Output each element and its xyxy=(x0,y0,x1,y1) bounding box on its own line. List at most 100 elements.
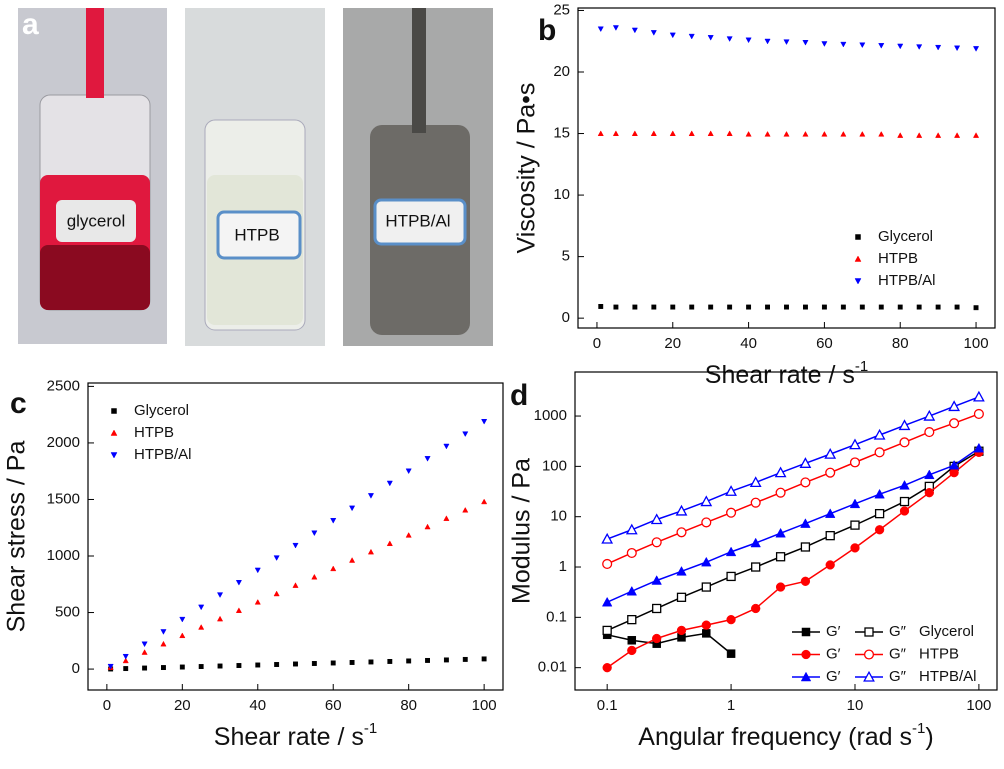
marker xyxy=(923,409,936,421)
marker xyxy=(179,616,186,623)
marker xyxy=(850,520,860,530)
marker xyxy=(198,624,205,630)
legend-label: G′ xyxy=(826,623,841,640)
series-line xyxy=(606,396,980,540)
marker xyxy=(217,663,223,669)
marker xyxy=(750,497,761,508)
marker xyxy=(424,523,431,530)
marker xyxy=(864,627,874,637)
marker xyxy=(924,427,935,438)
marker xyxy=(802,40,809,46)
x-tick-label: 80 xyxy=(892,335,909,352)
plot-frame xyxy=(577,7,996,329)
marker xyxy=(873,428,886,440)
marker xyxy=(973,305,979,311)
marker xyxy=(764,130,771,137)
x-axis-title-part: Angular frequency (rad s xyxy=(638,723,912,751)
marker xyxy=(898,419,911,431)
marker xyxy=(850,543,860,553)
legend-label: HTPB xyxy=(878,250,918,267)
legend-label: HTPB/Al xyxy=(878,272,936,289)
marker xyxy=(161,665,166,671)
marker xyxy=(899,506,910,516)
marker xyxy=(949,468,959,478)
marker xyxy=(216,592,224,598)
marker xyxy=(726,649,736,658)
marker xyxy=(110,429,118,436)
marker xyxy=(863,649,875,660)
marker xyxy=(824,508,836,518)
marker xyxy=(859,130,866,137)
marker xyxy=(274,662,280,667)
marker xyxy=(626,585,638,596)
marker xyxy=(854,278,862,285)
marker xyxy=(330,565,337,572)
marker xyxy=(783,130,790,137)
marker xyxy=(425,657,430,663)
marker xyxy=(727,304,733,310)
x-axis-title-part: ) xyxy=(925,723,933,751)
marker xyxy=(676,625,687,636)
marker xyxy=(745,37,752,44)
chart: 0 20 40 60 80 100 0 5 10 15 20 25 Shear rate / s-1 Vi… xyxy=(513,1,996,389)
x-axis-title-part: -1 xyxy=(364,720,377,737)
y-axis-title: Viscosity / Pa•s xyxy=(513,83,541,254)
marker xyxy=(935,44,942,51)
y-tick-label: 0 xyxy=(72,660,80,677)
x-tick-label: 0 xyxy=(103,697,111,714)
marker xyxy=(726,614,736,625)
marker xyxy=(626,547,637,559)
marker xyxy=(676,566,687,576)
marker xyxy=(311,573,318,580)
marker xyxy=(775,527,786,538)
marker xyxy=(443,443,450,450)
x-axis-title: Shear rate / s-1 xyxy=(214,720,377,750)
marker xyxy=(141,649,148,655)
marker xyxy=(349,557,356,563)
jar-text: HTPB/Al xyxy=(385,211,450,230)
marker xyxy=(387,658,393,664)
marker xyxy=(601,532,614,544)
marker xyxy=(111,408,117,414)
marker xyxy=(293,661,298,667)
marker xyxy=(825,467,836,478)
marker xyxy=(949,418,960,429)
marker xyxy=(854,255,862,262)
jar-text: HTPB xyxy=(234,225,279,244)
marker xyxy=(254,567,261,574)
legend-group: Glycerol xyxy=(919,623,974,640)
marker xyxy=(948,459,960,470)
marker xyxy=(764,38,771,45)
marker xyxy=(859,304,865,310)
marker xyxy=(386,480,393,487)
marker xyxy=(775,552,786,562)
marker xyxy=(800,671,812,682)
x-tick-label: 20 xyxy=(664,335,681,352)
marker xyxy=(273,555,280,561)
marker xyxy=(669,32,676,39)
marker xyxy=(775,487,786,498)
legend-label: G″ xyxy=(889,668,907,685)
marker xyxy=(825,531,835,541)
marker xyxy=(597,130,604,136)
marker xyxy=(726,571,736,582)
marker xyxy=(897,43,904,50)
marker xyxy=(651,537,662,548)
marker xyxy=(601,596,613,607)
marker xyxy=(367,548,375,555)
marker xyxy=(707,130,714,136)
x-tick-label: 20 xyxy=(174,697,191,714)
x-tick-label: 100 xyxy=(472,697,497,714)
marker xyxy=(849,457,861,468)
marker xyxy=(235,607,242,613)
marker xyxy=(613,304,619,310)
marker xyxy=(675,504,688,516)
marker xyxy=(954,45,961,52)
marker xyxy=(855,234,861,240)
x-tick-label: 10 xyxy=(847,697,864,714)
marker xyxy=(107,663,114,670)
marker xyxy=(311,661,317,666)
marker xyxy=(625,523,638,535)
